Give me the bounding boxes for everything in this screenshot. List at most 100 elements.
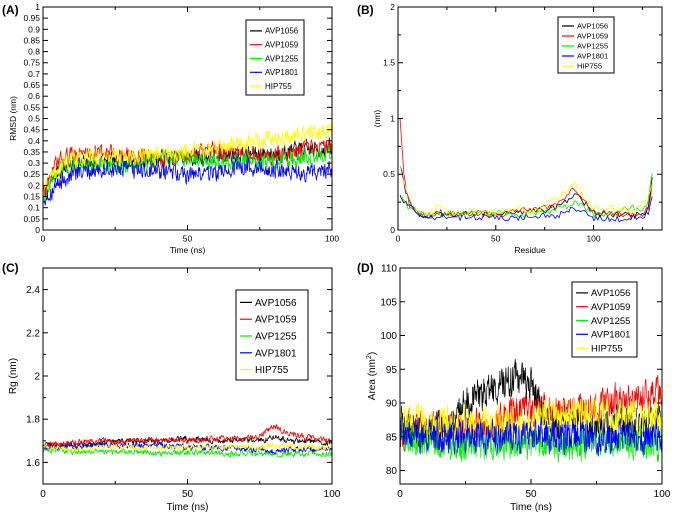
y-axis-title: (nm) — [372, 110, 382, 128]
series-line-avp1255 — [43, 144, 332, 202]
plot-frame — [397, 6, 663, 231]
series-group — [43, 123, 332, 206]
y-axis-title: Rg (nm) — [8, 358, 19, 394]
y-tick-label: 0.05 — [23, 214, 40, 224]
legend-label-avp1801: AVP1801 — [577, 52, 608, 61]
y-tick-label: 110 — [381, 264, 397, 275]
series-line-avp1255 — [43, 447, 332, 458]
y-tick-label: 1 — [35, 2, 40, 12]
series-line-avp1801 — [43, 157, 332, 206]
legend-label-avp1059: AVP1059 — [591, 302, 630, 313]
legend-label-hip755: HIP755 — [577, 62, 602, 71]
y-tick-label: 0.95 — [23, 13, 40, 23]
x-tick-label: 50 — [182, 489, 194, 500]
x-tick-label: 50 — [183, 234, 193, 244]
y-tick-label: 80 — [386, 466, 398, 477]
legend-label-hip755: HIP755 — [591, 343, 623, 354]
y-axis-title-superscript: 2 — [366, 355, 373, 359]
legend-label-avp1056: AVP1056 — [255, 298, 297, 309]
legend-label-avp1056: AVP1056 — [265, 27, 299, 36]
legend-label-hip755: HIP755 — [265, 82, 292, 91]
y-tick-label: 0.7 — [28, 69, 40, 79]
x-axis-title: Residue — [514, 245, 545, 255]
y-tick-label: 0.1 — [28, 203, 40, 213]
legend-box — [245, 19, 305, 96]
series-line-hip755 — [399, 165, 653, 217]
y-tick-label: 0.5 — [383, 169, 395, 179]
series-line-avp1056 — [43, 434, 332, 449]
y-tick-label: 0.4 — [28, 136, 40, 146]
series-group — [43, 424, 332, 458]
x-axis-title: Time (ns) — [167, 502, 209, 513]
series-group — [399, 118, 653, 223]
y-tick-label: 0.25 — [23, 169, 40, 179]
series-line-avp1801 — [400, 412, 662, 457]
panel-a: (A)00.050.10.150.20.250.30.350.40.450.50… — [2, 2, 339, 255]
y-tick-label: 2 — [390, 2, 395, 12]
series-line-avp1059 — [399, 118, 653, 219]
legend-label-hip755: HIP755 — [255, 365, 289, 376]
legend-label-avp1255: AVP1255 — [255, 332, 297, 343]
x-axis-title: Time (ns) — [170, 245, 206, 255]
panel-label: (B) — [357, 3, 374, 17]
y-tick-label: 105 — [380, 297, 397, 308]
y-tick-label: 0.8 — [28, 47, 40, 57]
series-line-avp1059 — [43, 424, 332, 449]
y-tick-label: 100 — [380, 331, 397, 342]
panel-c: (C) 1.6 1.8 2 2.2 2.4 0 50 100 Time (ns) Rg (nm) AV… — [2, 261, 341, 513]
y-tick-label: 2.2 — [26, 328, 40, 339]
panel-label: (C) — [2, 261, 19, 275]
series-line-hip755 — [43, 123, 332, 196]
legend-label-avp1801: AVP1801 — [265, 68, 299, 77]
series-line-hip755 — [400, 396, 662, 443]
x-tick-label: 0 — [397, 489, 403, 500]
y-tick-label: 0.65 — [23, 80, 40, 90]
y-tick-label: 1.6 — [26, 458, 40, 469]
y-tick-label: 85 — [386, 432, 398, 443]
legend-label-avp1059: AVP1059 — [265, 41, 299, 50]
series-line-avp1801 — [399, 165, 653, 223]
y-axis-title: Area (nm2) — [366, 352, 378, 400]
legend-label-avp1056: AVP1056 — [577, 22, 608, 31]
y-tick-label: 0.75 — [23, 58, 40, 68]
x-tick-label: 0 — [396, 234, 401, 244]
legend: AVP1056 AVP1059 AVP1255 AVP1801 HIP755 — [245, 19, 305, 96]
panel-label: (A) — [2, 3, 19, 17]
legend-box — [571, 281, 638, 358]
legend-label-avp1255: AVP1255 — [591, 316, 630, 327]
panel-b: (B)00.511.520 50 100Residue(nm)AVP1056AVP1… — [357, 2, 663, 255]
y-tick-label: 95 — [386, 365, 398, 376]
y-tick-label: 1 — [390, 113, 395, 123]
y-tick-label: 2 — [34, 372, 40, 383]
x-tick-label: 100 — [325, 234, 339, 244]
legend-label-avp1255: AVP1255 — [577, 42, 608, 51]
x-tick-label: 100 — [324, 489, 341, 500]
y-tick-label: 0.15 — [23, 192, 40, 202]
x-axis-title: Time (ns) — [510, 502, 552, 513]
series-line-avp1255 — [399, 173, 653, 220]
y-tick-label: 0.85 — [23, 35, 40, 45]
y-tick-label: 1.5 — [383, 58, 395, 68]
y-tick-label: 0 — [390, 225, 395, 235]
y-tick-label: 0.9 — [28, 24, 40, 34]
x-tick-label: 100 — [654, 489, 671, 500]
y-axis-title-close: ) — [367, 352, 378, 355]
y-tick-label: 0 — [35, 225, 40, 235]
legend-label-avp1255: AVP1255 — [265, 54, 299, 63]
legend-label-avp1801: AVP1801 — [255, 348, 297, 359]
legend-box — [235, 289, 309, 381]
x-tick-label: 50 — [525, 489, 537, 500]
x-tick-label: 0 — [40, 489, 46, 500]
y-tick-label: 0.3 — [28, 158, 40, 168]
legend-box — [557, 16, 615, 74]
y-tick-label: 0.5 — [28, 113, 40, 123]
series-group — [400, 358, 662, 463]
legend-label-avp1056: AVP1056 — [591, 288, 630, 299]
y-tick-label: 0.35 — [23, 147, 40, 157]
y-tick-label: 1.8 — [26, 415, 40, 426]
y-axis-title: RMSD (nm) — [8, 96, 18, 141]
x-tick-label: 50 — [491, 234, 501, 244]
panel-label: (D) — [357, 261, 374, 275]
